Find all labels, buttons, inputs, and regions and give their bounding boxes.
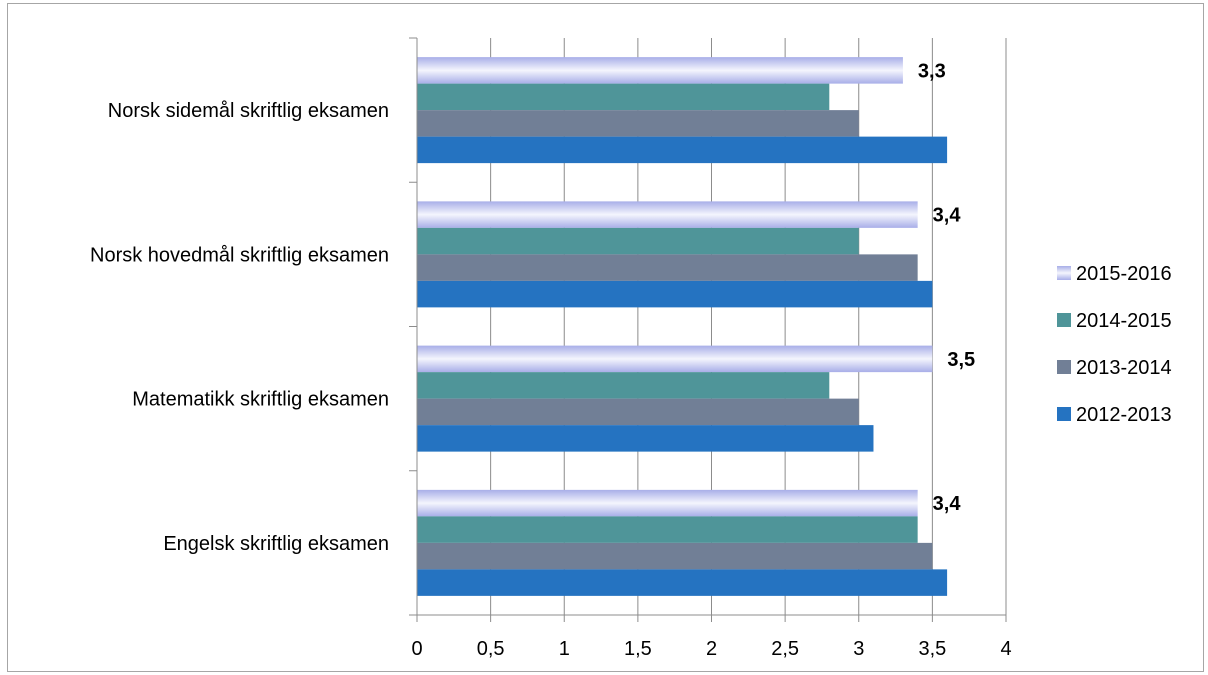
category-label: Norsk hovedmål skriftlig eksamen	[90, 244, 389, 266]
category-label: Engelsk skriftlig eksamen	[163, 533, 389, 555]
category-label: Matematikk skriftlig eksamen	[132, 389, 389, 411]
legend-swatch	[1057, 313, 1071, 327]
x-tick-label: 0	[411, 638, 422, 660]
bar	[417, 542, 933, 570]
legend-swatch	[1057, 360, 1071, 374]
bar	[417, 372, 830, 399]
bar	[417, 280, 933, 308]
x-tick-label: 1,5	[624, 638, 652, 660]
x-tick-label: 1	[559, 638, 570, 660]
labels: 0 0,5 1 1,5 2 2,5 3 3,5 4 Norsk sidemål skriftlig…	[90, 60, 1012, 660]
bar	[417, 516, 918, 543]
bar	[417, 398, 859, 426]
legend-swatch	[1057, 266, 1071, 280]
bar	[417, 201, 918, 228]
x-tick-label: 3,5	[918, 638, 946, 660]
x-tick-label: 2	[706, 638, 717, 660]
bars	[417, 57, 948, 596]
bar	[417, 569, 948, 596]
bar	[417, 83, 830, 111]
chart-frame	[7, 3, 1204, 672]
bar	[417, 345, 933, 373]
x-tick-label: 0,5	[477, 638, 505, 660]
legend: 2015-2016 2014-2015 2013-2014 2012-2013	[1057, 263, 1172, 426]
bar	[417, 489, 918, 517]
data-label: 3,4	[933, 493, 962, 515]
category-label: Norsk sidemål skriftlig eksamen	[108, 100, 389, 122]
data-label: 3,5	[947, 349, 975, 371]
legend-swatch	[1057, 407, 1071, 421]
x-tick-label: 2,5	[771, 638, 799, 660]
legend-label: 2015-2016	[1076, 263, 1172, 285]
bar	[417, 57, 903, 84]
bar	[417, 425, 874, 452]
bar	[417, 227, 859, 255]
bar	[417, 110, 859, 137]
x-tick-label: 3	[853, 638, 864, 660]
x-tick-label: 4	[1000, 638, 1011, 660]
legend-label: 2013-2014	[1076, 357, 1172, 379]
bar	[417, 254, 918, 281]
axes	[409, 37, 1007, 622]
legend-label: 2014-2015	[1076, 310, 1172, 332]
data-label: 3,3	[918, 60, 946, 82]
legend-label: 2012-2013	[1076, 404, 1172, 426]
bar	[417, 136, 948, 164]
data-label: 3,4	[933, 205, 962, 227]
